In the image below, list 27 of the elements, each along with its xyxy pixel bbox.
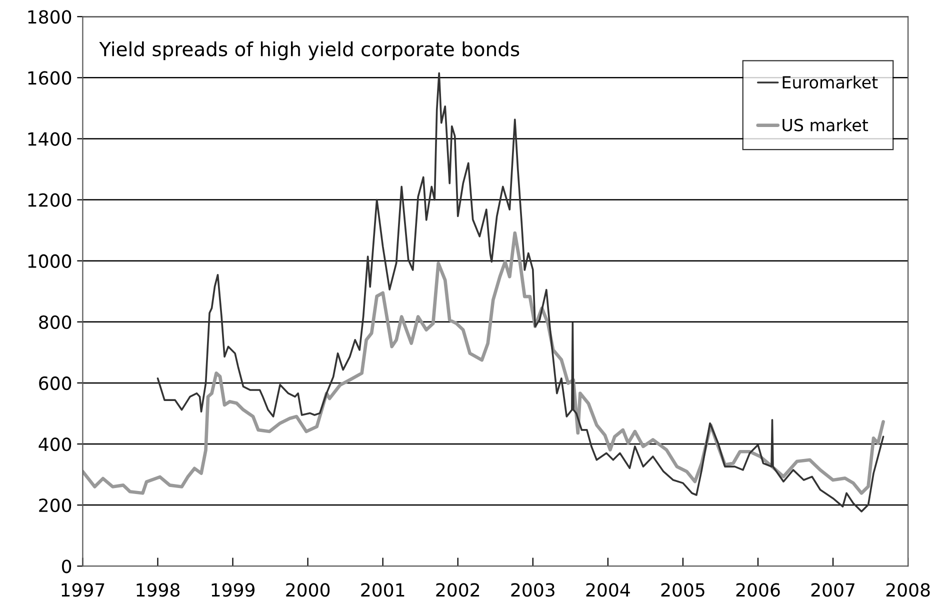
x-tick-label: 2001	[361, 583, 404, 597]
x-tick-label: 1997	[62, 583, 104, 597]
y-tick-label: 1400	[28, 132, 72, 146]
y-tick-label: 1200	[28, 193, 72, 207]
legend-label: US market	[782, 118, 868, 132]
y-tick-label: 400	[38, 437, 72, 452]
x-tick-label: 2007	[811, 583, 854, 597]
y-tick-label: 1600	[28, 71, 72, 85]
x-tick-label: 1998	[136, 583, 180, 597]
x-tick-label: 2004	[586, 583, 630, 597]
line-series	[156, 72, 884, 512]
y-tick-label: 800	[39, 315, 72, 330]
y-tick-label: 200	[39, 498, 72, 512]
y-tick-label: 1000	[28, 254, 72, 268]
y-tick-label: 600	[39, 376, 72, 390]
x-tick-label: 2002	[436, 583, 480, 597]
y-tick-label: 1800	[28, 10, 72, 24]
x-tick-label: 1999	[212, 583, 254, 597]
x-tick-label: 2003	[511, 583, 554, 597]
legend-label: Euromarket	[782, 76, 878, 89]
line-series	[82, 231, 885, 495]
y-tick-label: 0	[62, 560, 72, 574]
text: Yield spreads of high yield corporate bonds	[99, 41, 520, 60]
x-tick-label: 2006	[736, 583, 780, 597]
x-tick-label: 2005	[661, 583, 704, 597]
x-tick-label: 2000	[286, 583, 330, 597]
x-tick-label: 2008	[886, 583, 930, 597]
